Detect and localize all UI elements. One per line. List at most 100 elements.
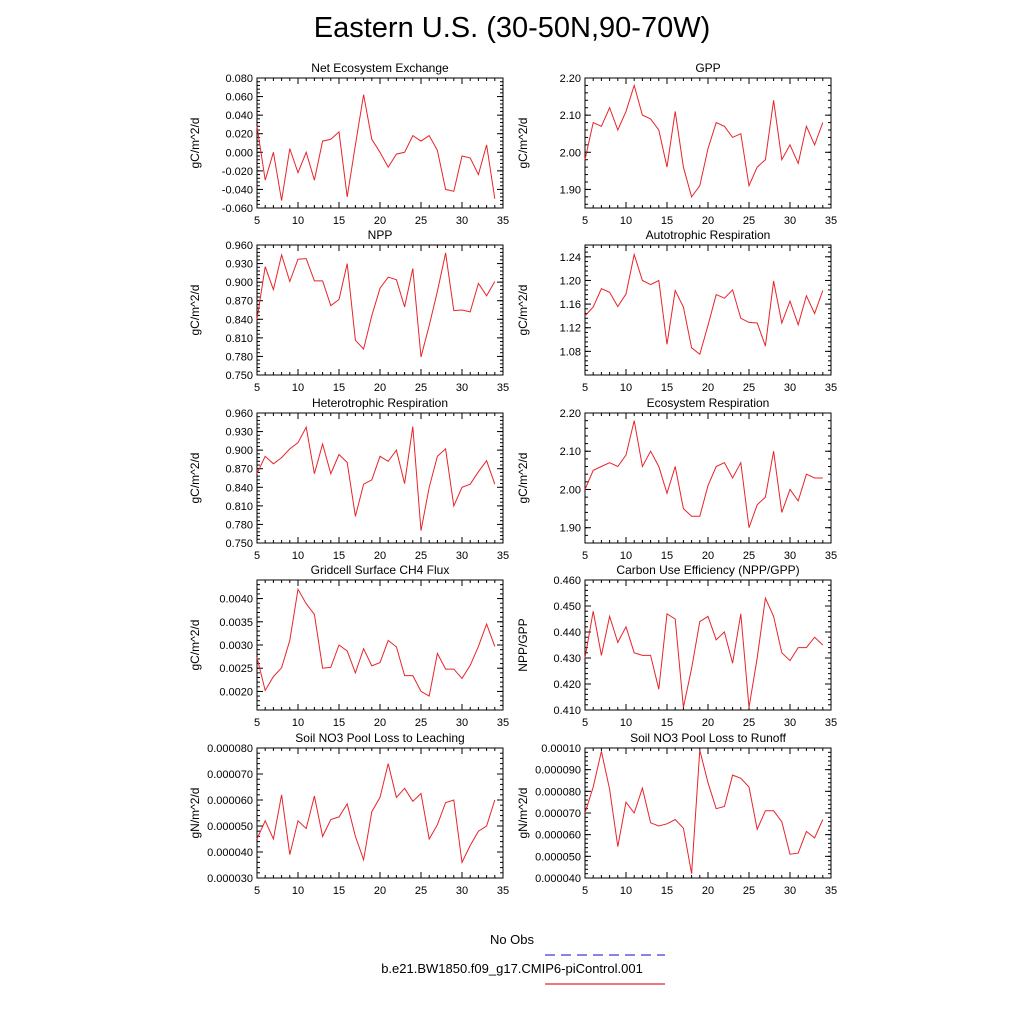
- x-tick-label: 15: [661, 717, 673, 729]
- y-tick-label: 0.080: [225, 73, 253, 85]
- chart-panel: Carbon Use Efficiency (NPP/GPP) 5 10 15 20 25…: [516, 563, 837, 729]
- y-tick-label: 0.870: [225, 464, 253, 476]
- y-tick-label: 2.00: [560, 484, 581, 496]
- x-tick-label: 15: [661, 215, 673, 227]
- y-tick-label: 1.24: [560, 252, 581, 264]
- x-tick-label: 25: [743, 550, 755, 562]
- y-axis-label: gC/m^2/d: [516, 453, 530, 504]
- chart-panel: Net Ecosystem Exchange 5 10 15 20 25 30 35 -0.06…: [188, 61, 509, 227]
- x-tick-label: 25: [415, 382, 427, 394]
- series-line: [256, 94, 496, 201]
- plot-frame: [584, 747, 832, 879]
- legend-label-obs: No Obs: [489, 932, 535, 947]
- y-axis-label: gC/m^2/d: [188, 453, 202, 504]
- y-tick-label: 0.870: [225, 296, 253, 308]
- x-tick-label: 30: [784, 717, 796, 729]
- plot-frame: [584, 412, 832, 544]
- y-tick-label: 0.780: [225, 519, 253, 531]
- x-tick-label: 5: [582, 885, 588, 897]
- x-tick-label: 20: [702, 382, 714, 394]
- x-tick-label: 10: [620, 717, 632, 729]
- y-axis-label: gC/m^2/d: [516, 118, 530, 169]
- series-line: [256, 763, 496, 865]
- x-tick-label: 25: [415, 550, 427, 562]
- x-tick-label: 5: [582, 382, 588, 394]
- x-tick-label: 35: [825, 550, 837, 562]
- x-tick-label: 5: [254, 382, 260, 394]
- x-tick-label: 30: [784, 885, 796, 897]
- y-tick-label: 0.780: [225, 351, 253, 363]
- chart-panel: Soil NO3 Pool Loss to Leaching 5 10 15 20 25 3…: [188, 731, 509, 897]
- y-tick-label: 0.900: [225, 277, 253, 289]
- x-tick-label: 10: [292, 215, 304, 227]
- x-tick-label: 5: [254, 550, 260, 562]
- x-tick-label: 20: [374, 717, 386, 729]
- y-tick-label: 0.930: [225, 427, 253, 439]
- y-axis-label: gC/m^2/d: [516, 285, 530, 336]
- series-line: [584, 596, 824, 708]
- x-tick-label: 35: [497, 550, 509, 562]
- x-tick-label: 20: [702, 717, 714, 729]
- x-tick-label: 10: [292, 717, 304, 729]
- x-tick-label: 35: [825, 885, 837, 897]
- y-tick-label: 0.0035: [219, 617, 253, 629]
- y-tick-label: 0.430: [553, 653, 581, 665]
- y-tick-label: 0.930: [225, 259, 253, 271]
- x-tick-label: 20: [702, 550, 714, 562]
- panel-title: Carbon Use Efficiency (NPP/GPP): [616, 563, 799, 577]
- y-tick-label: 0.00010: [541, 743, 581, 755]
- y-tick-label: 0.750: [225, 538, 253, 550]
- x-tick-label: 25: [415, 215, 427, 227]
- x-tick-label: 30: [784, 550, 796, 562]
- x-tick-label: 20: [374, 382, 386, 394]
- legend-label-model: b.e21.BW1850.f09_g17.CMIP6-piControl.001: [381, 961, 643, 976]
- y-tick-label: 0.000050: [207, 821, 253, 833]
- x-tick-label: 15: [333, 885, 345, 897]
- x-tick-label: 25: [743, 717, 755, 729]
- x-tick-label: 10: [620, 382, 632, 394]
- y-tick-label: -0.020: [222, 166, 253, 178]
- panel-title: Ecosystem Respiration: [647, 396, 770, 410]
- x-tick-label: 15: [333, 550, 345, 562]
- y-tick-label: 0.440: [553, 627, 581, 639]
- x-tick-label: 20: [374, 215, 386, 227]
- y-tick-label: 2.20: [560, 408, 581, 420]
- y-tick-label: 0.0030: [219, 640, 253, 652]
- x-tick-label: 35: [497, 215, 509, 227]
- y-tick-label: 0.020: [225, 129, 253, 141]
- panel-title: Soil NO3 Pool Loss to Runoff: [630, 731, 787, 745]
- x-tick-label: 35: [825, 382, 837, 394]
- x-tick-label: 5: [582, 550, 588, 562]
- series-line: [584, 83, 824, 199]
- y-tick-label: 0.000040: [535, 873, 581, 885]
- panel-title: GPP: [695, 61, 720, 75]
- x-tick-label: 30: [784, 382, 796, 394]
- series-line: [584, 252, 824, 356]
- y-tick-label: 0.0040: [219, 594, 253, 606]
- panel-title: Net Ecosystem Exchange: [311, 61, 449, 75]
- plot-frame: [256, 77, 504, 209]
- plot-frame: [256, 244, 504, 376]
- x-tick-label: 20: [374, 550, 386, 562]
- y-tick-label: 1.90: [560, 184, 581, 196]
- y-tick-label: 0.840: [225, 314, 253, 326]
- y-tick-label: 0.450: [553, 601, 581, 613]
- x-tick-label: 15: [661, 550, 673, 562]
- y-tick-label: 2.10: [560, 446, 581, 458]
- y-tick-label: 0.750: [225, 370, 253, 382]
- panel-title: Gridcell Surface CH4 Flux: [311, 563, 450, 577]
- y-tick-label: 1.12: [560, 323, 581, 335]
- y-tick-label: 0.040: [225, 110, 253, 122]
- y-tick-label: 0.000080: [207, 743, 253, 755]
- y-tick-label: 1.20: [560, 275, 581, 287]
- x-tick-label: 15: [333, 382, 345, 394]
- x-tick-label: 20: [702, 215, 714, 227]
- x-tick-label: 35: [497, 885, 509, 897]
- plot-frame: [256, 412, 504, 544]
- x-tick-label: 25: [743, 215, 755, 227]
- y-axis-label: gN/m^2/d: [188, 788, 202, 839]
- y-tick-label: 0.810: [225, 501, 253, 513]
- y-tick-label: 2.00: [560, 147, 581, 159]
- x-tick-label: 25: [415, 717, 427, 729]
